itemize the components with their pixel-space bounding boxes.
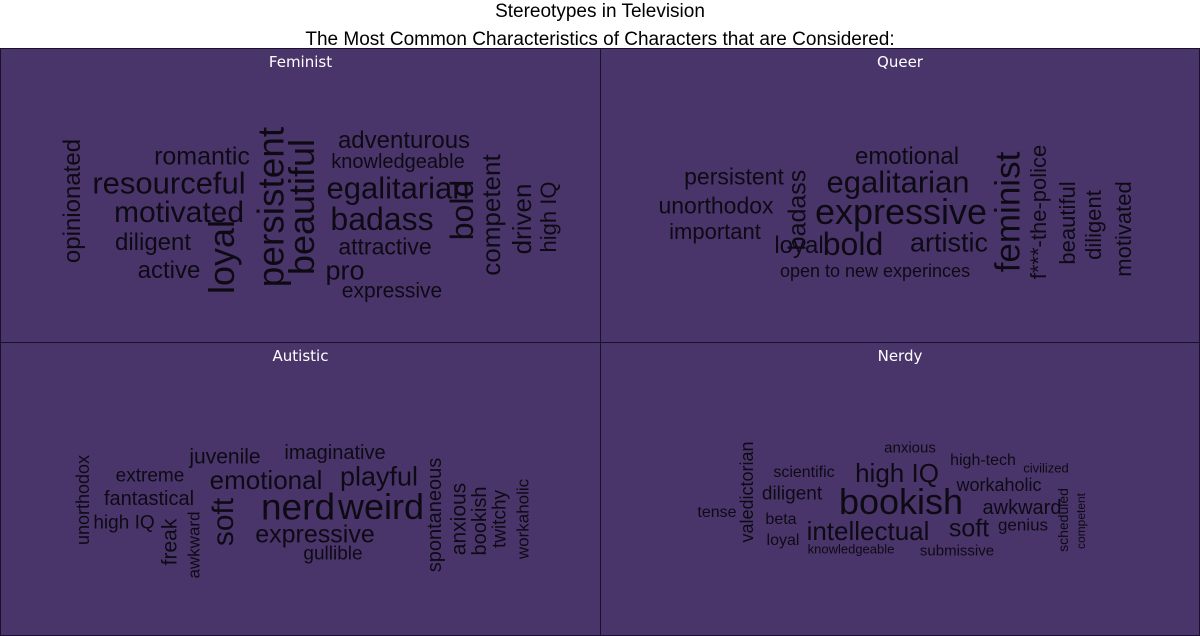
word-high-tech: high-tech <box>950 452 1016 469</box>
panel-title-autistic: Autistic <box>272 347 329 365</box>
word-f-the-police: f***-the-police <box>1026 144 1051 280</box>
word-persistent: persistent <box>684 163 784 190</box>
word-emotional: emotional <box>209 465 323 495</box>
word-driven: driven <box>507 183 537 255</box>
word-pro: pro <box>325 255 365 286</box>
word-beta: beta <box>765 511 797 528</box>
word-feminist: feminist <box>988 151 1028 273</box>
word-workaholic: workaholic <box>956 475 1042 495</box>
word-open-to-new-experinces: open to new experinces <box>779 261 971 281</box>
panel-queer: Queer persistent unorthodox important badas… <box>601 49 1199 343</box>
panel-feminist: Feminist opinionated romantic resourceful m… <box>1 49 601 343</box>
word-bookish: bookish <box>469 486 491 556</box>
word-egalitarian: egalitarian <box>826 164 970 200</box>
word-romantic: romantic <box>154 142 250 171</box>
word-nerd: nerd <box>260 486 336 528</box>
word-emotional: emotional <box>854 143 960 170</box>
wordcloud-grid: Feminist opinionated romantic resourceful m… <box>0 48 1200 636</box>
word-attractive: attractive <box>338 233 432 260</box>
word-loyal: loyal <box>774 232 824 259</box>
word-diligent: diligent <box>1081 190 1106 260</box>
word-extreme: extreme <box>115 465 185 487</box>
word-bookish: bookish <box>838 481 964 522</box>
word-unorthodox: unorthodox <box>658 192 774 219</box>
word-expressive: expressive <box>255 520 375 549</box>
word-awkward: awkward <box>982 497 1062 519</box>
word-beautiful: beautiful <box>281 138 322 276</box>
word-diligent: diligent <box>761 483 823 505</box>
word-expressive: expressive <box>341 279 443 303</box>
word-high-iq: high IQ <box>855 458 939 488</box>
chart-title: Stereotypes in Television <box>495 1 705 22</box>
word-active: active <box>137 257 201 284</box>
word-anxious: anxious <box>447 482 471 556</box>
word-submissive: submissive <box>919 542 995 560</box>
word-juvenile: juvenile <box>189 445 261 469</box>
word-gullible: gullible <box>303 543 363 565</box>
panel-title-nerdy: Nerdy <box>877 347 923 365</box>
word-loyal: loyal <box>766 532 800 549</box>
word-tense: tense <box>697 504 737 521</box>
word-badass: badass <box>330 201 434 237</box>
word-high-iq: high IQ <box>536 181 561 253</box>
word-scheduled: scheduled <box>1055 488 1071 552</box>
word-fantastical: fantastical <box>103 488 195 510</box>
word-anxious: anxious <box>884 439 936 457</box>
word-loyal: loyal <box>201 219 242 295</box>
word-knowledgeable: knowledgeable <box>807 541 895 557</box>
word-freak: freak <box>158 518 182 566</box>
word-workaholic: workaholic <box>513 478 533 560</box>
word-imaginative: imaginative <box>284 442 386 464</box>
word-adventurous: adventurous <box>337 127 471 154</box>
word-artistic: artistic <box>909 227 989 258</box>
word-resourceful: resourceful <box>92 165 246 201</box>
panel-title-feminist: Feminist <box>268 53 333 71</box>
word-soft: soft <box>207 497 240 547</box>
word-bold: bold <box>822 226 884 262</box>
word-motivated: motivated <box>1111 181 1136 277</box>
word-expressive: expressive <box>814 191 988 232</box>
word-valedictorian: valedictorian <box>737 441 757 543</box>
word-twitchy: twitchy <box>489 489 511 549</box>
word-soft: soft <box>948 514 990 543</box>
word-diligent: diligent <box>114 229 192 256</box>
word-civilized: civilized <box>1023 460 1069 476</box>
word-intellectual: intellectual <box>806 516 930 546</box>
word-opinionated: opinionated <box>59 138 86 264</box>
word-high-iq: high IQ <box>93 512 155 534</box>
word-weird: weird <box>337 486 425 527</box>
word-competent: competent <box>1074 492 1088 550</box>
word-competent: competent <box>476 154 506 276</box>
word-knowledgeable: knowledgeable <box>331 151 465 173</box>
word-genius: genius <box>997 515 1049 535</box>
word-egalitarian: egalitarian <box>326 170 470 206</box>
panel-nerdy: Nerdy tense valedictorian scientific dilige… <box>601 343 1199 635</box>
panel-title-queer: Queer <box>877 53 923 71</box>
word-spontaneous: spontaneous <box>424 457 446 573</box>
word-motivated: motivated <box>113 196 245 229</box>
word-beautiful: beautiful <box>1055 181 1080 265</box>
word-playful: playful <box>339 461 419 492</box>
word-bold: bold <box>444 179 480 241</box>
chart-subtitle: The Most Common Characteristics of Chara… <box>305 29 895 50</box>
word-unorthodox: unorthodox <box>73 454 93 546</box>
word-awkward: awkward <box>184 511 204 579</box>
word-scientific: scientific <box>773 464 835 481</box>
word-important: important <box>669 219 761 244</box>
panel-autistic: Autistic unorthodox extreme fantastical hig… <box>1 343 601 635</box>
